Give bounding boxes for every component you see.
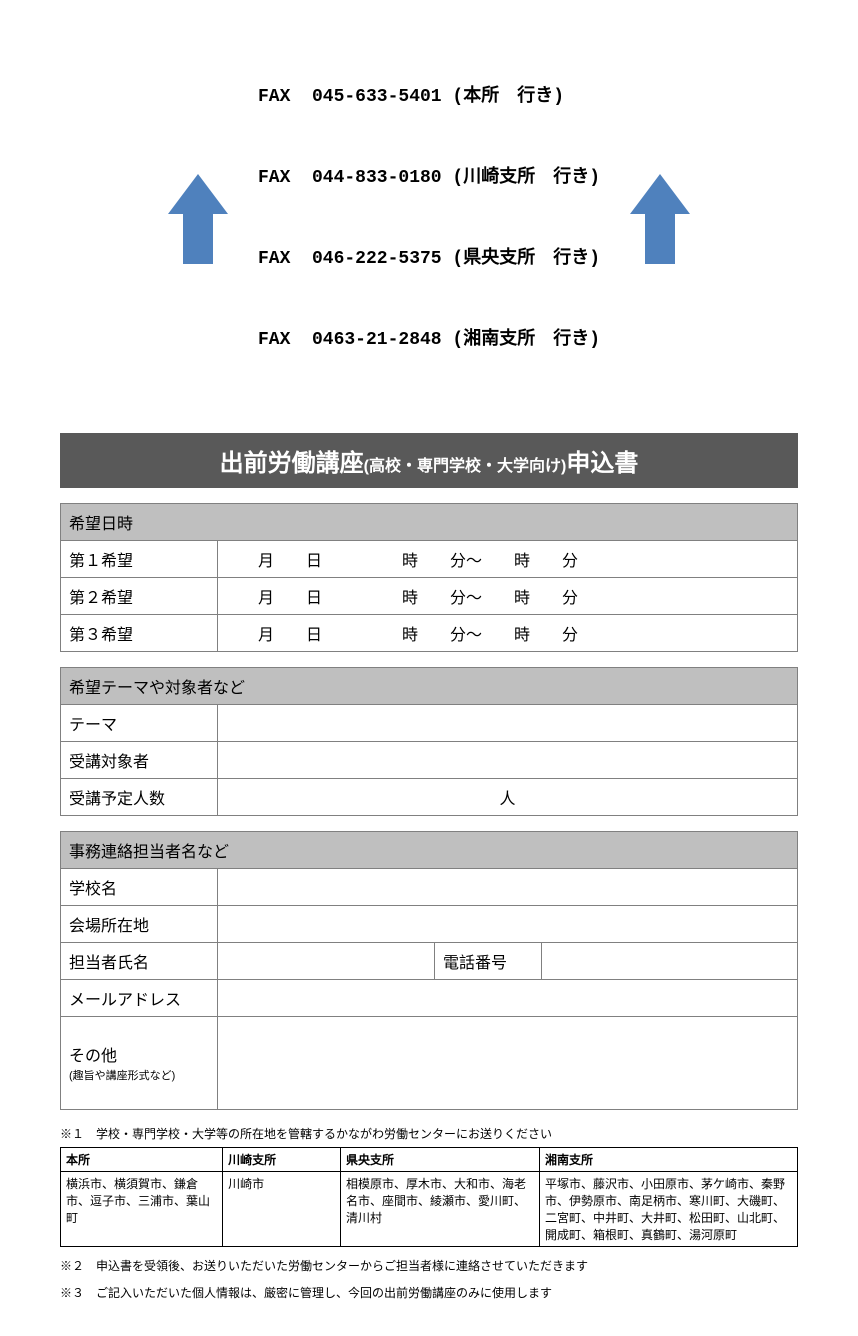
dates-header: 希望日時 — [61, 504, 798, 541]
form-title: 出前労働講座(高校・専門学校・大学向け)申込書 — [60, 433, 798, 488]
title-sub: (高校・専門学校・大学向け) — [364, 458, 567, 475]
title-main2: 申込書 — [566, 450, 638, 477]
wish3-label: 第３希望 — [61, 615, 218, 652]
mail-label: メールアドレス — [61, 980, 218, 1017]
wish2-value[interactable]: 月 日 時 分～ 時 分 — [218, 578, 798, 615]
branch-cell: 横浜市、横須賀市、鎌倉市、逗子市、三浦市、葉山町 — [61, 1172, 223, 1247]
branch-header: 川崎支所 — [223, 1148, 341, 1172]
branch-header: 県央支所 — [341, 1148, 540, 1172]
branches-table: 本所 川崎支所 県央支所 湘南支所 横浜市、横須賀市、鎌倉市、逗子市、三浦市、葉… — [60, 1147, 798, 1247]
fax-line: FAX 046-222-5375 (県央支所 行き) — [258, 246, 600, 273]
fax-line: FAX 0463-21-2848 (湘南支所 行き) — [258, 327, 600, 354]
tel-label: 電話番号 — [435, 943, 542, 980]
fax-header: FAX 045-633-5401 (本所 行き) FAX 044-833-018… — [60, 30, 798, 408]
arrow-up-icon — [630, 174, 690, 264]
other-label-text: その他 — [69, 1048, 117, 1065]
target-label: 受講対象者 — [61, 742, 218, 779]
venue-value[interactable] — [218, 906, 798, 943]
arrow-up-icon — [168, 174, 228, 264]
other-value[interactable] — [218, 1017, 798, 1110]
venue-label: 会場所在地 — [61, 906, 218, 943]
target-value[interactable] — [218, 742, 798, 779]
wish1-value[interactable]: 月 日 時 分～ 時 分 — [218, 541, 798, 578]
school-label: 学校名 — [61, 869, 218, 906]
theme-label: テーマ — [61, 705, 218, 742]
note-3: ※３ ご記入いただいた個人情報は、厳密に管理し、今回の出前労働講座のみに使用しま… — [60, 1284, 798, 1301]
tel-value[interactable] — [542, 943, 798, 980]
theme-table: 希望テーマや対象者など テーマ 受講対象者 受講予定人数 人 — [60, 667, 798, 816]
title-main1: 出前労働講座 — [220, 450, 364, 477]
other-note: (趣旨や講座形式など) — [69, 1070, 175, 1082]
theme-value[interactable] — [218, 705, 798, 742]
count-value[interactable]: 人 — [218, 779, 798, 816]
contact-header: 事務連絡担当者名など — [61, 832, 798, 869]
fax-lines: FAX 045-633-5401 (本所 行き) FAX 044-833-018… — [258, 30, 600, 408]
wish2-label: 第２希望 — [61, 578, 218, 615]
fax-line: FAX 045-633-5401 (本所 行き) — [258, 84, 600, 111]
branch-cell: 相模原市、厚木市、大和市、海老名市、座間市、綾瀬市、愛川町、清川村 — [341, 1172, 540, 1247]
mail-value[interactable] — [218, 980, 798, 1017]
wish1-label: 第１希望 — [61, 541, 218, 578]
school-value[interactable] — [218, 869, 798, 906]
fax-line: FAX 044-833-0180 (川崎支所 行き) — [258, 165, 600, 192]
count-label: 受講予定人数 — [61, 779, 218, 816]
note-1: ※１ 学校・専門学校・大学等の所在地を管轄するかながわ労働センターにお送りくださ… — [60, 1125, 798, 1142]
branch-cell: 平塚市、藤沢市、小田原市、茅ケ崎市、秦野市、伊勢原市、南足柄市、寒川町、大磯町、… — [540, 1172, 798, 1247]
person-value[interactable] — [218, 943, 435, 980]
branch-cell: 川崎市 — [223, 1172, 341, 1247]
theme-header: 希望テーマや対象者など — [61, 668, 798, 705]
dates-table: 希望日時 第１希望 月 日 時 分～ 時 分 第２希望 月 日 時 分～ 時 分… — [60, 503, 798, 652]
branch-header: 湘南支所 — [540, 1148, 798, 1172]
person-label: 担当者氏名 — [61, 943, 218, 980]
other-label: その他 (趣旨や講座形式など) — [61, 1017, 218, 1110]
contact-table: 事務連絡担当者名など 学校名 会場所在地 担当者氏名 電話番号 メールアドレス … — [60, 831, 798, 1110]
note-2: ※２ 申込書を受領後、お送りいただいた労働センターからご担当者様に連絡させていた… — [60, 1257, 798, 1274]
wish3-value[interactable]: 月 日 時 分～ 時 分 — [218, 615, 798, 652]
branch-header: 本所 — [61, 1148, 223, 1172]
